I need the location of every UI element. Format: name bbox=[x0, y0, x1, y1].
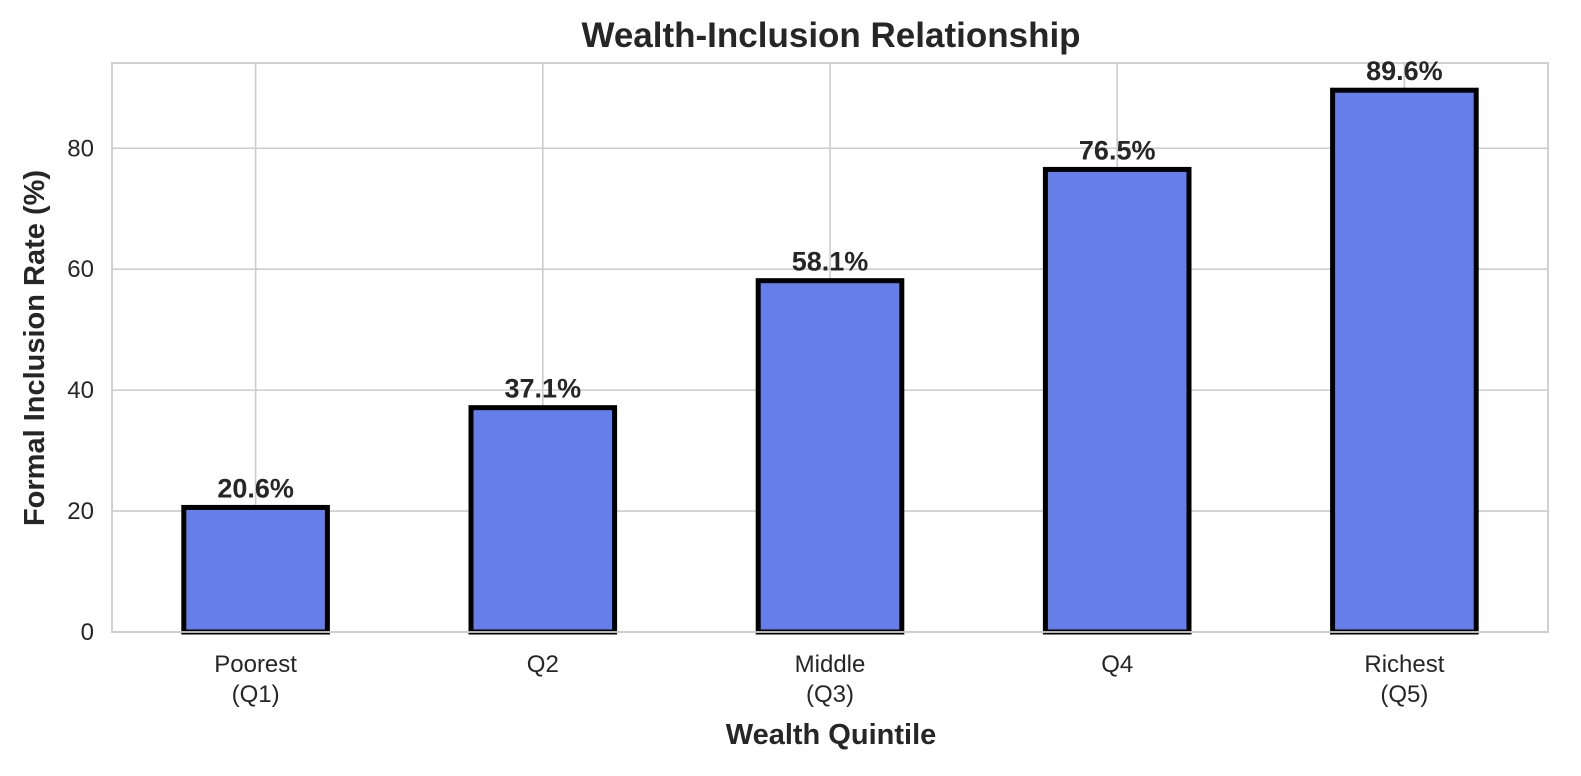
bar bbox=[1042, 166, 1192, 635]
x-tick-label: (Q5) bbox=[1380, 681, 1428, 708]
x-axis-label: Wealth Quintile bbox=[726, 719, 937, 751]
chart-title: Wealth-Inclusion Relationship bbox=[581, 16, 1080, 55]
y-axis-label: Formal Inclusion Rate (%) bbox=[19, 170, 51, 526]
bar-value-label: 76.5% bbox=[1079, 135, 1156, 165]
bar-value-label: 20.6% bbox=[217, 473, 294, 503]
bar bbox=[1330, 87, 1479, 635]
y-tick-label: 60 bbox=[67, 256, 94, 283]
x-tick-labels: Poorest (Q1) Q2 Middle (Q3) Q4 Richest (Q5) bbox=[214, 651, 1445, 708]
y-tick-label: 20 bbox=[67, 498, 94, 525]
bar bbox=[755, 278, 905, 635]
x-tick-label: (Q3) bbox=[806, 681, 854, 708]
x-tick-label: Middle bbox=[795, 651, 866, 678]
x-tick-label: Q4 bbox=[1101, 651, 1133, 678]
plot-frame bbox=[111, 62, 1549, 633]
x-tick-label: (Q1) bbox=[232, 681, 280, 708]
y-tick-label: 40 bbox=[67, 377, 94, 404]
bar-value-label: 89.6% bbox=[1366, 56, 1443, 86]
bar bbox=[181, 504, 330, 635]
y-tick-label: 0 bbox=[81, 619, 94, 646]
x-tick-label: Poorest bbox=[214, 651, 297, 678]
x-tick-label: Q2 bbox=[527, 651, 559, 678]
y-tick-label: 80 bbox=[67, 135, 94, 162]
bar-value-labels: 20.6% 37.1% 58.1% 76.5% 89.6% bbox=[217, 56, 1442, 503]
bar-value-label: 37.1% bbox=[505, 374, 582, 404]
bar bbox=[468, 405, 618, 635]
y-tick-labels: 0 20 40 60 80 bbox=[67, 135, 94, 646]
bar-value-label: 58.1% bbox=[792, 247, 869, 277]
x-tick-label: Richest bbox=[1364, 651, 1444, 678]
